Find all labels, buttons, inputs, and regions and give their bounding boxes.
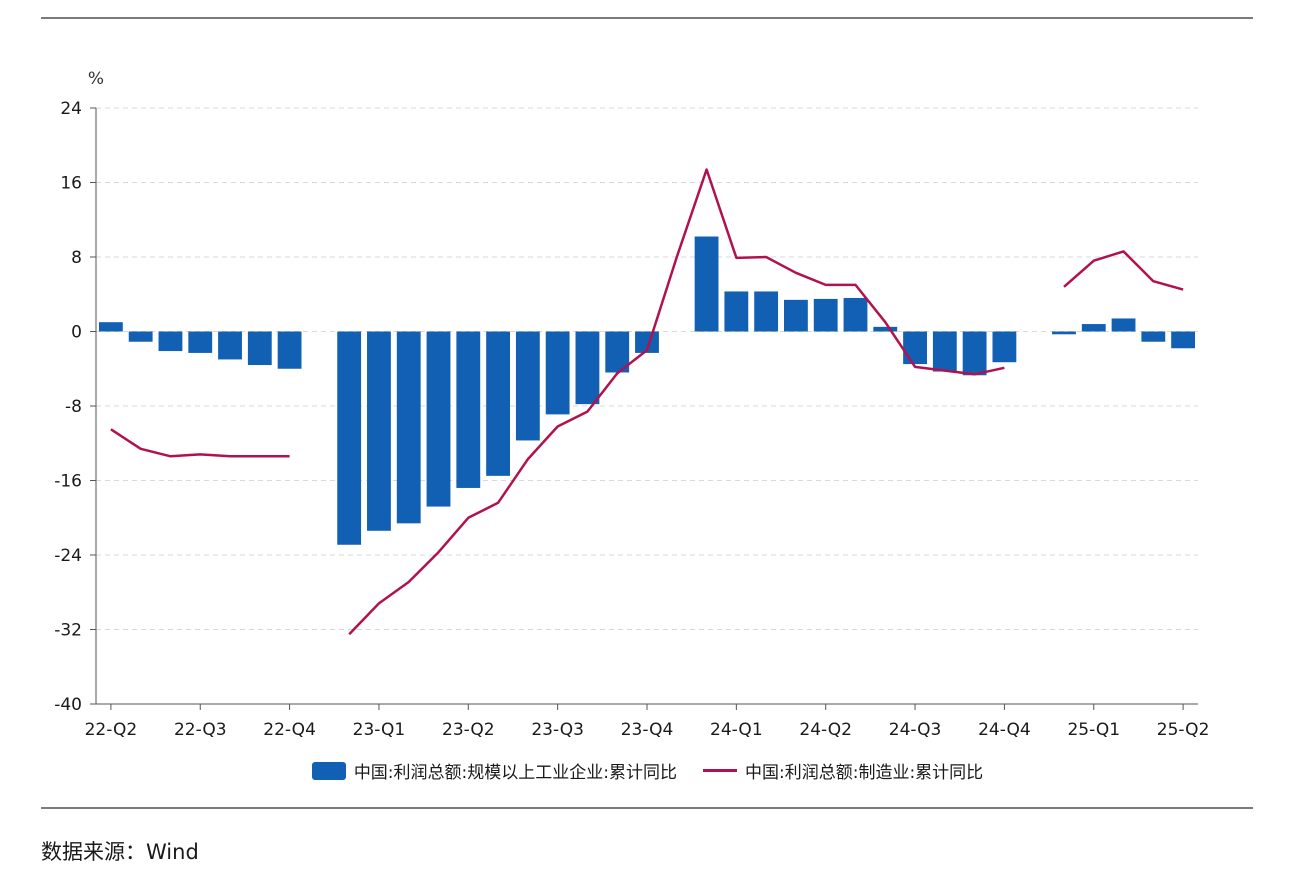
source-note: 数据来源：Wind (41, 840, 199, 864)
legend-swatch-line (703, 769, 737, 772)
bar (277, 331, 302, 369)
bar (247, 331, 272, 366)
legend-label-bar: 中国:利润总额:规模以上工业企业:累计同比 (353, 763, 677, 783)
bar (426, 331, 451, 507)
bar (1081, 324, 1106, 332)
bar (1141, 331, 1166, 342)
x-tick-label: 24-Q2 (799, 720, 852, 740)
bar (1052, 331, 1076, 335)
bar (218, 331, 242, 360)
bar (98, 322, 123, 332)
x-tick-label: 22-Q2 (85, 720, 138, 740)
bar (813, 298, 838, 332)
bar (545, 331, 570, 415)
legend: 中国:利润总额:规模以上工业企业:累计同比 中国:利润总额:制造业:累计同比 (0, 758, 1295, 783)
x-tick-label: 22-Q3 (174, 720, 227, 740)
bar (903, 331, 927, 365)
bar (992, 331, 1017, 363)
x-tick-labels: 22-Q2 22-Q3 22-Q4 23-Q1 23-Q2 23-Q3 23-Q4 24-Q1… (85, 720, 1210, 740)
line-series (110, 168, 1184, 636)
x-tick-label: 23-Q3 (531, 720, 584, 740)
bar (396, 331, 421, 524)
bar (784, 299, 808, 332)
bar (367, 331, 391, 531)
y-tick-label: -8 (65, 397, 82, 417)
y-tick-label: -24 (54, 546, 82, 566)
y-tick-label: -40 (54, 695, 82, 715)
x-tick-label: 24-Q1 (710, 720, 763, 740)
line-series-path (1063, 250, 1184, 291)
bar (337, 331, 362, 545)
x-tick-label: 23-Q2 (442, 720, 495, 740)
y-tick-label: -32 (54, 621, 82, 641)
bar (1171, 331, 1196, 349)
bar (188, 331, 213, 353)
y-tick-label: 16 (60, 174, 82, 194)
y-tick-label: 8 (71, 248, 82, 268)
bar (1111, 318, 1136, 332)
x-tick-label: 23-Q4 (621, 720, 674, 740)
chart-canvas: 24 16 8 0 -8 -16 -24 -32 -40 22-Q2 22-Q3 22-Q4 23-Q… (54, 69, 1210, 740)
bar (158, 331, 183, 352)
axes (95, 108, 1198, 710)
legend-item-line: 中国:利润总额:制造业:累计同比 (703, 758, 983, 783)
y-tick-label: 0 (71, 323, 82, 343)
bar (515, 331, 540, 441)
y-tick-label: 24 (60, 99, 82, 119)
x-tick-label: 25-Q1 (1067, 720, 1120, 740)
line-series-path (348, 168, 1005, 636)
grid-lines (90, 107, 1198, 705)
bar (575, 331, 600, 405)
bar (843, 297, 868, 332)
x-tick-label: 25-Q2 (1157, 720, 1210, 740)
bar (873, 326, 898, 332)
y-tick-label: -16 (54, 472, 82, 492)
bar-series (98, 236, 1196, 545)
bar (694, 236, 719, 332)
bar (754, 291, 779, 332)
bar (128, 331, 153, 342)
bottom-rule (41, 807, 1253, 809)
bar (486, 331, 510, 476)
y-tick-labels: 24 16 8 0 -8 -16 -24 -32 -40 (54, 99, 82, 715)
bar (456, 331, 481, 488)
y-unit-label: % (88, 69, 104, 89)
legend-label-line: 中国:利润总额:制造业:累计同比 (745, 763, 984, 783)
bar (605, 331, 630, 373)
bar (724, 291, 749, 332)
bar (932, 331, 957, 372)
line-series-path (110, 428, 290, 458)
top-rule (41, 17, 1253, 19)
bar (635, 331, 659, 353)
x-tick-label: 24-Q3 (889, 720, 942, 740)
legend-swatch-bar (311, 761, 346, 780)
x-tick-label: 22-Q4 (263, 720, 316, 740)
bar (962, 331, 987, 376)
legend-item-bar: 中国:利润总额:规模以上工业企业:累计同比 (311, 758, 677, 783)
x-tick-label: 23-Q1 (353, 720, 406, 740)
x-tick-label: 24-Q4 (978, 720, 1031, 740)
